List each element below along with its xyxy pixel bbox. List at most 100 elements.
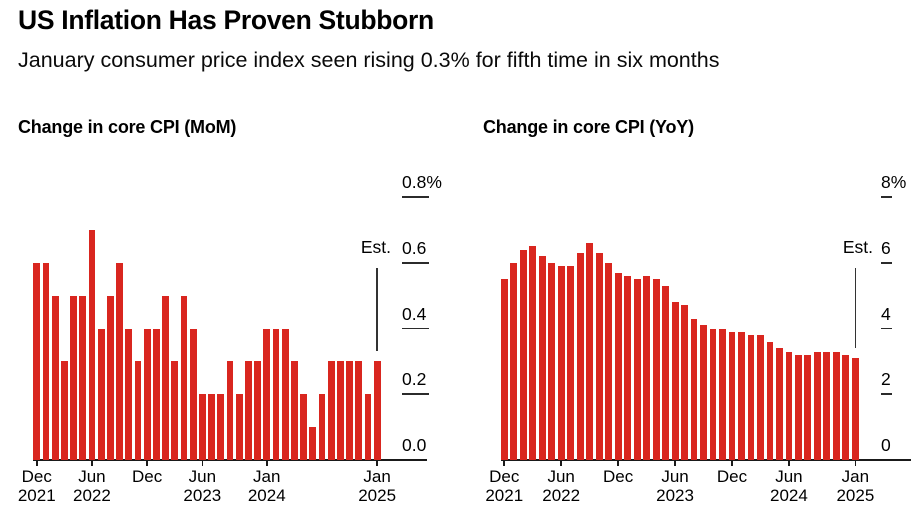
y-tick-label: 0.4 [402,303,427,324]
x-tick-label: Dec [716,467,748,486]
bar-jun-2023 [198,394,206,460]
bar-jan-2023 [152,328,160,460]
bar-mar-2024 [281,328,289,460]
bar-sep-2022 [586,243,594,460]
bar-feb-2023 [162,295,169,460]
bar-may-2022 [79,295,87,460]
bar-apr-2024 [290,361,298,460]
bar-oct-2024 [346,361,353,460]
y-tick-label: 0.6 [402,237,427,258]
x-tick-label: Jun 2022 [542,467,581,505]
bar-jul-2024 [318,394,326,460]
x-tick-mark [617,460,619,466]
x-tick-mark [265,460,268,466]
page-title: US Inflation Has Proven Stubborn [18,5,434,35]
bar-mar-2023 [171,361,179,460]
bar-mar-2023 [643,275,651,460]
bar-oct-2023 [709,328,717,460]
bar-jan-2023 [624,275,632,460]
bar-estimate-jan-2025 [373,361,381,460]
x-tick-mark [503,460,506,466]
bar-jan-2024 [263,328,271,460]
x-tick-mark [376,460,378,466]
bar-may-2024 [300,394,307,460]
bar-may-2023 [189,328,197,460]
bar-aug-2022 [106,295,114,460]
bar-dec-2024 [364,394,372,460]
y-tick-label: 8% [881,172,907,192]
x-tick-mark [201,460,204,466]
bar-dec-2024 [842,354,850,460]
bar-nov-2022 [134,361,142,460]
bar-feb-2024 [272,328,280,460]
y-tick-label: 0 [881,435,891,455]
bar-aug-2024 [327,361,335,460]
bar-jul-2023 [208,394,215,460]
bar-apr-2023 [652,279,660,460]
y-tick-mark [881,327,892,330]
y-tick-label: 2 [881,369,891,390]
x-tick-label: Dec [603,467,634,486]
bar-sep-2023 [226,361,234,460]
bar-sep-2024 [336,361,344,460]
bar-jul-2024 [794,354,802,460]
bar-jan-2022 [510,262,518,460]
x-tick-label: Jan 2025 [358,467,397,505]
bar-jun-2023 [671,302,679,460]
x-tick-mark [560,460,562,466]
bar-feb-2022 [51,295,59,460]
y-tick-label: 6 [881,237,891,258]
bar-aug-2024 [804,354,812,460]
bar-aug-2023 [217,394,225,460]
y-tick-mark [881,393,892,396]
bar-jan-2024 [738,331,745,460]
bar-feb-2024 [747,335,755,460]
bar-aug-2022 [576,252,584,460]
bar-mar-2022 [60,361,68,460]
bar-oct-2022 [125,328,133,460]
bar-oct-2023 [235,394,243,460]
bar-may-2022 [548,262,556,460]
y-tick-mark [402,393,429,396]
bar-nov-2022 [605,262,613,460]
bar-jun-2024 [785,351,793,460]
bar-mar-2024 [757,335,764,460]
bar-dec-2021 [33,262,41,460]
x-tick-mark [91,460,93,466]
bar-estimate-jan-2025 [851,358,859,460]
y-tick-label: 4 [881,303,891,324]
bar-dec-2023 [254,361,261,460]
x-tick-label: Jun 2023 [183,467,222,505]
est-guide-line [854,268,857,349]
est-label: Est. [360,237,391,257]
bar-jul-2022 [567,266,575,460]
bar-apr-2022 [70,295,77,460]
y-tick-label: 0.8% [402,172,442,192]
x-tick-mark [788,460,790,466]
x-tick-mark [854,460,857,466]
bar-feb-2022 [519,249,527,460]
x-tick-label: Dec 2021 [485,467,524,505]
bar-aug-2023 [690,318,698,460]
bar-dec-2021 [500,279,508,460]
y-tick-mark [402,327,429,330]
bar-oct-2022 [595,252,603,460]
y-tick-mark [881,261,892,264]
bar-dec-2022 [143,328,151,460]
x-tick-label: Jan 2025 [836,467,875,505]
bar-nov-2023 [719,328,726,460]
bar-apr-2024 [766,341,774,460]
y-tick-mark [402,196,429,198]
bar-apr-2022 [538,256,546,460]
bar-apr-2023 [180,295,188,460]
bar-feb-2023 [633,279,641,460]
est-guide-line [376,268,378,352]
x-tick-label: Jan 2024 [247,467,286,505]
bar-nov-2023 [244,361,252,460]
bar-jul-2023 [681,305,688,460]
bar-mar-2022 [529,246,537,460]
bar-jun-2022 [88,229,96,460]
y-tick-label: 0.2 [402,369,427,390]
bar-dec-2023 [728,331,736,460]
